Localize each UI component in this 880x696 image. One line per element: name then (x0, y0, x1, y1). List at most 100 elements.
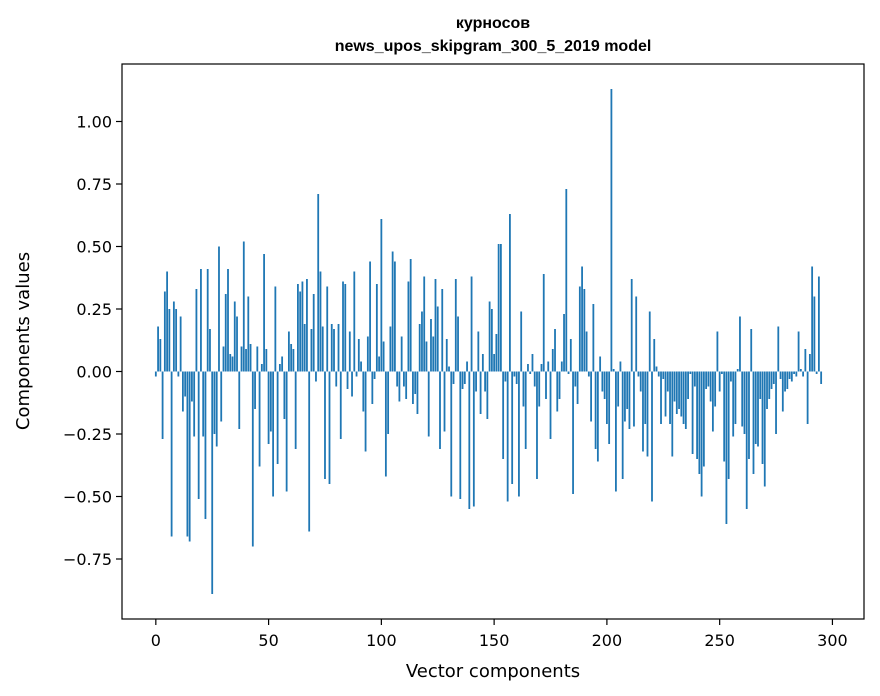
bar (799, 369, 802, 372)
bar (653, 339, 656, 372)
bar (754, 371, 757, 444)
bar (387, 371, 390, 434)
bar (493, 354, 496, 372)
bar (790, 371, 793, 382)
bar (669, 371, 671, 424)
bar (748, 371, 750, 459)
bar (497, 244, 500, 372)
bar (224, 294, 227, 372)
bar (254, 371, 256, 409)
bar (220, 371, 223, 422)
bar (628, 371, 631, 429)
bar (739, 316, 741, 372)
bar (389, 326, 392, 372)
bar (675, 371, 678, 414)
bar (436, 306, 439, 372)
bar (346, 371, 349, 389)
bars-group (154, 89, 823, 594)
bar (761, 371, 764, 464)
y-tick-label: 0.25 (76, 300, 112, 319)
bar (360, 361, 362, 372)
bar (621, 371, 624, 479)
x-tick-label: 150 (479, 631, 510, 650)
bar (317, 194, 320, 372)
bar (750, 329, 753, 372)
bar (163, 291, 166, 372)
bar (236, 316, 238, 372)
bar (732, 371, 735, 437)
bar (195, 289, 198, 372)
bar (353, 271, 356, 372)
bar (689, 371, 692, 374)
bar (335, 371, 338, 387)
bar (511, 371, 514, 484)
bar (251, 371, 254, 547)
bar (418, 324, 421, 372)
bar (265, 349, 268, 372)
bar (321, 326, 324, 372)
bar (608, 371, 611, 444)
bar (506, 371, 509, 502)
bar (626, 371, 629, 409)
bar (308, 371, 311, 532)
x-tick-label: 50 (258, 631, 278, 650)
bar (509, 214, 511, 372)
bar (806, 371, 809, 424)
bar (592, 304, 595, 372)
bar (716, 331, 719, 372)
bar (457, 316, 459, 372)
bar (479, 371, 482, 414)
bar (549, 371, 552, 439)
bar (475, 371, 477, 392)
bar (587, 371, 590, 377)
bar (191, 371, 193, 402)
bar (655, 366, 658, 372)
x-tick-label: 200 (592, 631, 623, 650)
bar (366, 336, 369, 372)
bar (215, 371, 218, 447)
bar (815, 371, 818, 374)
bar (290, 344, 293, 372)
bar (766, 371, 768, 409)
bar (637, 371, 640, 377)
bar (594, 371, 597, 449)
bar (432, 336, 435, 372)
bar (536, 371, 538, 479)
bar (409, 259, 412, 372)
bar (245, 349, 247, 372)
bar (619, 361, 622, 372)
bar (294, 371, 297, 449)
bar (258, 371, 261, 467)
bar (238, 371, 241, 429)
bar (605, 371, 608, 424)
bar (673, 371, 676, 402)
bar (382, 341, 385, 372)
bar (472, 371, 475, 507)
bar (596, 371, 599, 462)
bar (466, 361, 468, 372)
x-tick-label: 0 (151, 631, 161, 650)
bar (554, 329, 556, 372)
bar (527, 364, 529, 372)
bar (276, 371, 279, 464)
bar (209, 329, 211, 372)
bar (206, 269, 209, 372)
bar (450, 371, 453, 497)
bar (369, 261, 371, 372)
bar (718, 371, 721, 392)
bar (484, 371, 486, 392)
bar (481, 354, 484, 372)
bar (452, 371, 455, 384)
bar (696, 371, 698, 459)
bar (540, 364, 543, 372)
bar (757, 371, 759, 447)
bar (425, 341, 428, 372)
bar (617, 371, 620, 407)
bar (624, 371, 626, 422)
bar (312, 294, 315, 372)
bar (421, 311, 423, 372)
bar (403, 371, 405, 387)
bar (319, 271, 322, 372)
bar (391, 251, 394, 372)
bar (297, 284, 299, 372)
